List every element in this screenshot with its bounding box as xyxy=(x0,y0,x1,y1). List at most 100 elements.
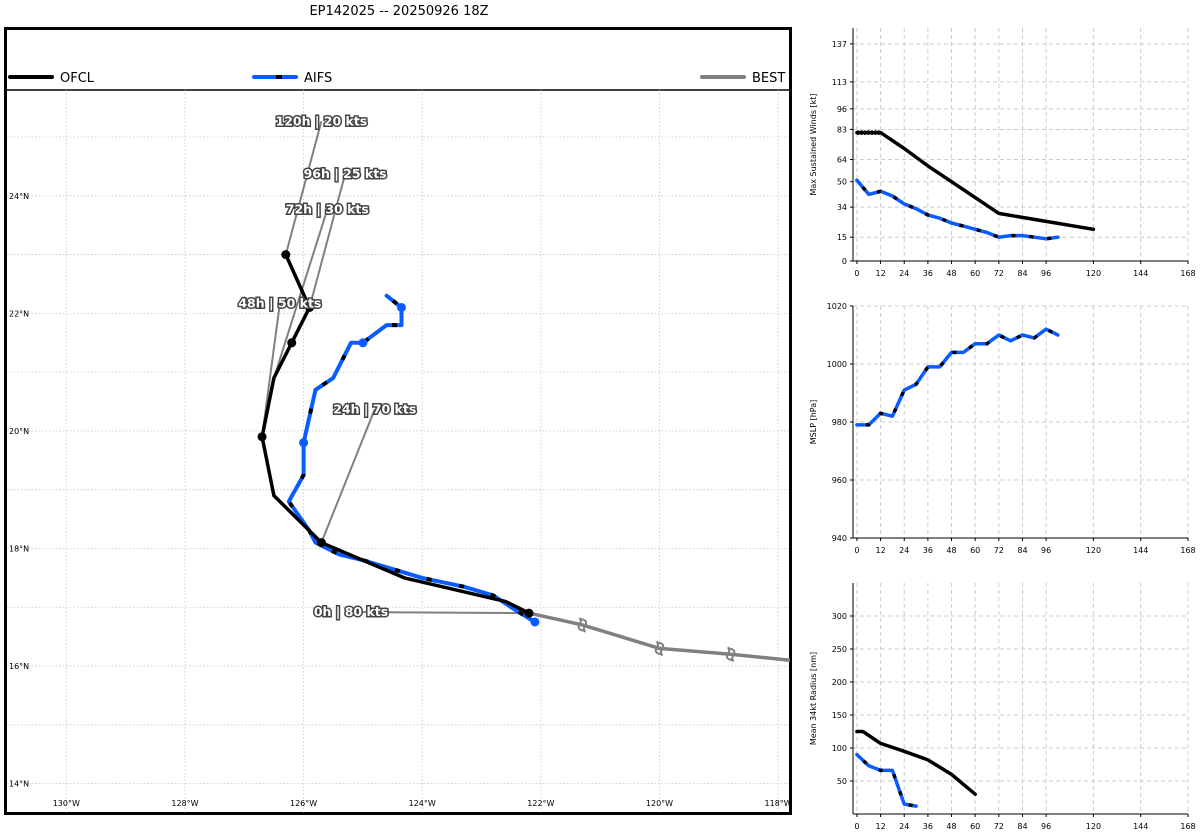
legend-label-ofcl: OFCL xyxy=(60,71,95,86)
radius-x-tick: 36 xyxy=(923,822,933,831)
wind-y-tick: 50 xyxy=(837,178,847,187)
ofcl-track-marker xyxy=(305,302,315,312)
track-map: OFCL AIFS BEST 130°W 128°W 126°W 124°W 122°W 120… xyxy=(4,27,792,815)
mslp-y-tick: 980 xyxy=(832,418,847,427)
mslp-x-tick: 144 xyxy=(1133,546,1148,555)
radius-x-tick: 24 xyxy=(899,822,909,831)
aifs-track-marker xyxy=(396,302,406,312)
aifs-track-marker xyxy=(530,617,540,627)
map-lon-tick: 128°W xyxy=(171,799,198,808)
mslp-x-tick: 48 xyxy=(946,546,956,555)
radius-y-tick: 200 xyxy=(832,678,847,687)
wind-y-tick: 83 xyxy=(837,125,847,134)
ofcl-track-line xyxy=(260,253,530,615)
mslp-chart: 0 12 24 36 48 60 72 84 96 120 144 168 940 960 980 1000 1… xyxy=(809,302,1196,555)
forecast-label: 0h | 80 kts xyxy=(314,604,388,619)
mslp-y-tick: 1020 xyxy=(827,302,847,311)
wind-y-tick: 15 xyxy=(837,233,847,242)
mslp-x-tick: 36 xyxy=(923,546,933,555)
radius-x-tick: 60 xyxy=(970,822,980,831)
wind-x-tick: 168 xyxy=(1180,269,1195,278)
best-hurricane-marker xyxy=(725,646,736,663)
map-lat-tick: 20°N xyxy=(9,427,29,436)
wind-y-tick: 96 xyxy=(837,105,847,114)
mslp-x-tick: 0 xyxy=(854,546,859,555)
label-leader-line xyxy=(272,209,329,379)
radius-x-tick: 144 xyxy=(1133,822,1148,831)
wind-x-tick: 60 xyxy=(970,269,980,278)
radius-series-aifs-dash xyxy=(855,753,917,808)
wind-y-label: Max Sustained Winds [kt] xyxy=(809,93,818,195)
radius-y-tick: 50 xyxy=(837,777,847,786)
ofcl-track-marker xyxy=(257,432,267,442)
radius-chart: 0 12 24 36 48 60 72 84 96 120 144 168 50 100 150 200 250… xyxy=(809,583,1196,831)
radius-x-tick: 168 xyxy=(1180,822,1195,831)
map-lat-tick: 24°N xyxy=(9,192,29,201)
best-hurricane-marker xyxy=(654,640,665,657)
map-lat-tick: 18°N xyxy=(9,544,29,553)
wind-x-tick: 48 xyxy=(946,269,956,278)
label-leader-line xyxy=(284,121,323,255)
ofcl-track-marker xyxy=(287,338,297,348)
wind-x-tick: 144 xyxy=(1133,269,1148,278)
wind-chart: 0 12 24 36 48 60 72 84 96 120 144 168 0 15 34 50 64 83 96 1… xyxy=(809,28,1196,278)
wind-y-tick: 64 xyxy=(837,156,847,165)
wind-x-tick: 72 xyxy=(994,269,1004,278)
best-track-line xyxy=(528,611,790,662)
mslp-x-tick: 120 xyxy=(1086,546,1101,555)
radius-series-aifs xyxy=(855,752,918,808)
radius-y-tick: 150 xyxy=(832,711,847,720)
map-lon-tick: 124°W xyxy=(409,799,436,808)
map-frame xyxy=(4,27,792,815)
legend-label-best: BEST xyxy=(752,71,785,86)
wind-y-tick: 34 xyxy=(837,203,847,212)
wind-y-tick: 137 xyxy=(832,40,847,49)
mslp-x-tick: 12 xyxy=(875,546,885,555)
radius-x-tick: 120 xyxy=(1086,822,1101,831)
mslp-y-tick: 940 xyxy=(832,534,847,543)
map-plot-area: 0h | 80 kts 24h | 70 kts 48h | 50 kts 72h |… xyxy=(237,112,790,663)
radius-y-tick: 100 xyxy=(832,744,847,753)
forecast-label: 48h | 50 kts xyxy=(238,295,321,310)
map-lon-tick: 122°W xyxy=(527,799,554,808)
ofcl-track-marker xyxy=(524,608,534,618)
page-title: EP142025 -- 20250926 18Z xyxy=(309,4,489,19)
ofcl-track-marker xyxy=(281,250,291,260)
radius-x-tick: 0 xyxy=(854,822,859,831)
wind-x-tick: 24 xyxy=(899,269,909,278)
mslp-y-label: MSLP [hPa] xyxy=(809,400,818,444)
map-lat-tick: 16°N xyxy=(9,662,29,671)
radius-x-tick: 84 xyxy=(1017,822,1027,831)
wind-series-aifs xyxy=(855,178,1060,241)
radius-x-tick: 12 xyxy=(875,822,885,831)
radius-x-tick: 72 xyxy=(994,822,1004,831)
label-leader-line xyxy=(320,408,376,543)
map-lat-tick: 14°N xyxy=(9,780,29,789)
map-lon-tick: 126°W xyxy=(290,799,317,808)
wind-x-tick: 0 xyxy=(854,269,859,278)
map-lon-tick: 118°W xyxy=(765,799,792,808)
wind-y-tick: 0 xyxy=(842,257,847,266)
mslp-series-aifs xyxy=(855,327,1060,427)
wind-x-tick: 36 xyxy=(923,269,933,278)
mslp-x-tick: 84 xyxy=(1017,546,1027,555)
aifs-track-marker xyxy=(299,438,309,448)
wind-x-tick: 96 xyxy=(1041,269,1051,278)
mslp-y-tick: 960 xyxy=(832,476,847,485)
wind-y-tick: 113 xyxy=(832,78,847,87)
ofcl-track-marker xyxy=(316,538,326,548)
map-lon-tick: 130°W xyxy=(53,799,80,808)
mslp-x-tick: 72 xyxy=(994,546,1004,555)
label-leader-line xyxy=(351,611,530,615)
wind-series-aifs-dash xyxy=(855,179,1059,241)
mslp-x-tick: 96 xyxy=(1041,546,1051,555)
wind-x-tick: 12 xyxy=(875,269,885,278)
wind-x-tick: 120 xyxy=(1086,269,1101,278)
best-hurricane-marker xyxy=(577,617,588,633)
mslp-x-tick: 168 xyxy=(1180,546,1195,555)
aifs-track-marker xyxy=(358,338,368,348)
forecast-label: 96h | 25 kts xyxy=(304,166,387,181)
mslp-x-tick: 24 xyxy=(899,546,909,555)
radius-y-tick: 250 xyxy=(832,645,847,654)
forecast-label: 72h | 30 kts xyxy=(286,201,369,216)
